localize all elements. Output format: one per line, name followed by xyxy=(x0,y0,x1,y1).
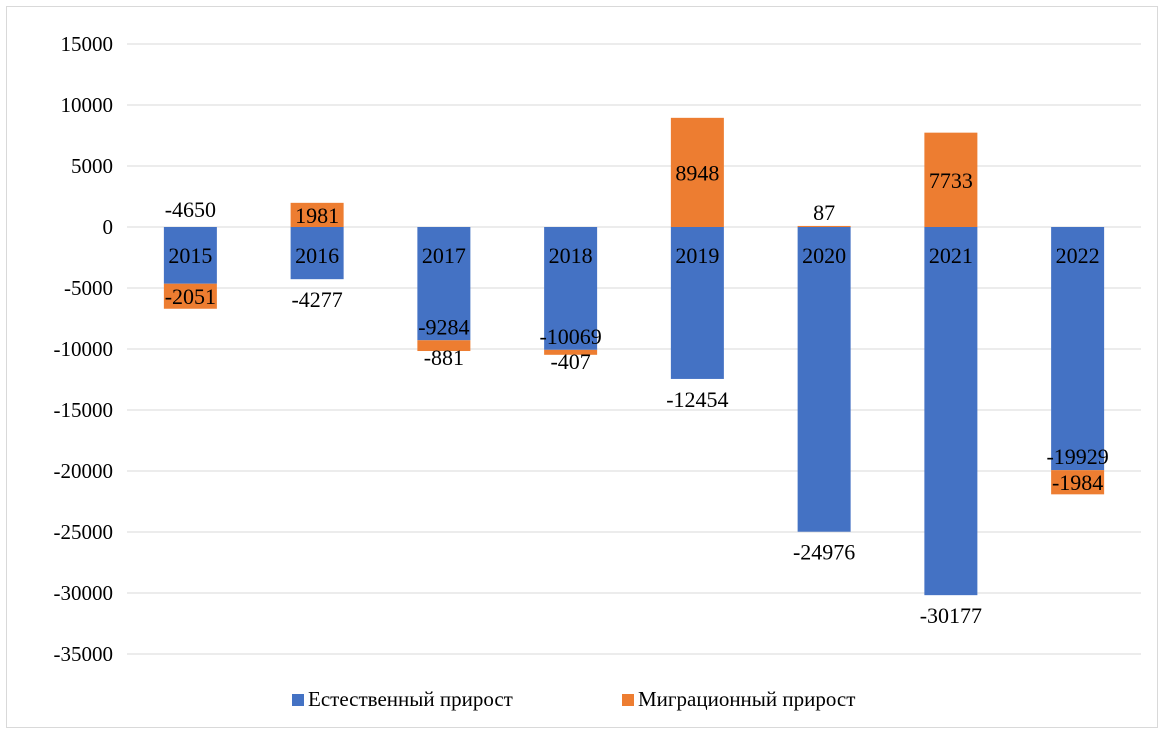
y-tick-label: -30000 xyxy=(54,581,114,605)
bar-natural-2020 xyxy=(797,227,851,532)
y-tick-label: -10000 xyxy=(54,337,114,361)
category-labels: 2015 2016 2017 2018 2019 2020 2021 2022 xyxy=(168,243,1099,268)
data-label-migration-2022: -1984 xyxy=(1052,470,1103,495)
data-label-natural-2022: -19929 xyxy=(1046,444,1108,469)
bar-migration-2019 xyxy=(670,117,724,227)
data-label-migration-2021: 7733 xyxy=(929,168,973,193)
category-label-2022: 2022 xyxy=(1056,243,1100,268)
bar-migration-2015 xyxy=(163,283,217,309)
category-label-2017: 2017 xyxy=(422,243,466,268)
category-label-2020: 2020 xyxy=(802,243,846,268)
data-label-natural-2018: -10069 xyxy=(539,324,601,349)
y-tick-label: -35000 xyxy=(54,642,114,666)
data-label-migration-2015: -2051 xyxy=(165,284,216,309)
bar-natural-2017 xyxy=(417,227,471,341)
data-label-natural-2015: -4650 xyxy=(165,197,216,222)
y-tick-label: 10000 xyxy=(61,93,114,117)
bar-natural-2018 xyxy=(544,227,598,350)
bar-natural-2021 xyxy=(924,227,978,596)
data-label-natural-2020: -24976 xyxy=(793,540,855,565)
y-tick-label: 5000 xyxy=(71,154,113,178)
y-tick-label: 0 xyxy=(103,215,114,239)
data-label-migration-2018: -407 xyxy=(550,349,590,374)
bars xyxy=(163,117,1105,596)
category-label-2015: 2015 xyxy=(168,243,212,268)
legend-swatch-migration xyxy=(622,694,634,706)
data-label-migration-2016: 1981 xyxy=(295,203,339,228)
data-labels: -4650 -2051 -4277 1981 -9284 -881 -10069-407 -1… xyxy=(165,160,1109,628)
bar-migration-2022 xyxy=(1051,470,1105,495)
y-tick-label: -25000 xyxy=(54,520,114,544)
bar-migration-2017 xyxy=(417,340,471,352)
y-tick-label: -5000 xyxy=(64,276,113,300)
bar-migration-2021 xyxy=(924,132,978,227)
data-label-natural-2017: -9284 xyxy=(418,314,469,339)
category-label-2016: 2016 xyxy=(295,243,339,268)
category-label-2021: 2021 xyxy=(929,243,973,268)
y-axis: 15000 10000 5000 0 -5000 -10000 -15000 -20000 -2… xyxy=(54,32,114,666)
y-tick-label: -15000 xyxy=(54,398,114,422)
data-label-natural-2019: -12454 xyxy=(666,387,728,412)
data-label-natural-2016: -4277 xyxy=(291,287,342,312)
category-label-2018: 2018 xyxy=(549,243,593,268)
y-tick-label: -20000 xyxy=(54,459,114,483)
bar-natural-2022 xyxy=(1051,227,1105,471)
data-label-migration-2020: 87 xyxy=(813,200,835,225)
y-tick-label: 15000 xyxy=(61,32,114,56)
data-label-natural-2021: -30177 xyxy=(920,603,982,628)
bar-natural-2019 xyxy=(670,227,724,379)
legend-swatch-natural xyxy=(292,694,304,706)
bar-natural-2015 xyxy=(163,227,217,284)
bar-migration-2018 xyxy=(544,349,598,355)
bar-migration-2016 xyxy=(290,202,344,227)
data-label-migration-2019: 8948 xyxy=(675,160,719,185)
bar-migration-2020 xyxy=(797,225,851,227)
category-label-2019: 2019 xyxy=(675,243,719,268)
legend-label-natural: Естественный прирост xyxy=(308,687,513,711)
data-label-migration-2017: -881 xyxy=(424,345,464,370)
legend: Естественный прирост Миграционный прирост xyxy=(292,687,855,711)
bar-natural-2016 xyxy=(290,227,344,280)
gridlines xyxy=(127,43,1141,655)
legend-label-migration: Миграционный прирост xyxy=(638,687,855,711)
